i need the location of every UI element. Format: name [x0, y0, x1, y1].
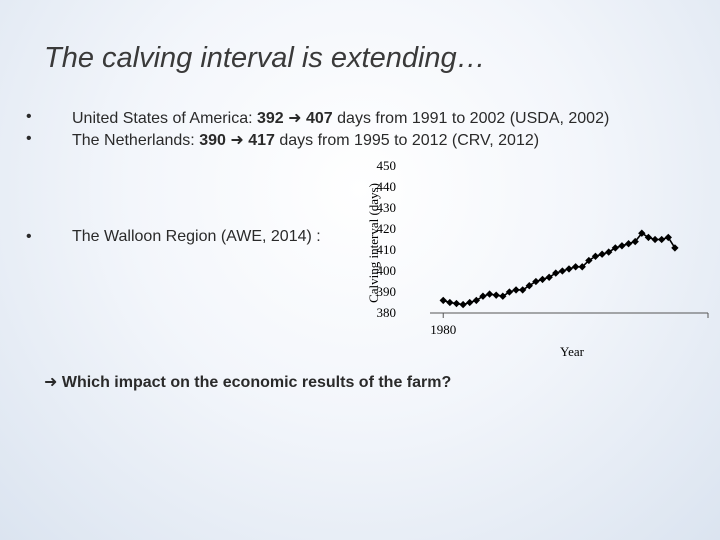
- y-tick-label: 380: [377, 305, 397, 320]
- x-axis-label: Year: [560, 344, 585, 359]
- data-point: [452, 299, 461, 308]
- bullet-dot: •: [26, 228, 32, 245]
- bullet-text: The Walloon Region (AWE, 2014) :: [72, 228, 321, 245]
- data-point: [485, 290, 494, 298]
- y-tick-label: 410: [377, 242, 397, 257]
- y-tick-label: 400: [377, 263, 397, 278]
- bullet-period: days from 1991 to 2002 (USDA, 2002): [332, 110, 610, 127]
- bullet-to-value: 407: [306, 110, 333, 127]
- data-point: [664, 233, 672, 242]
- bullet-from-value: 390: [199, 132, 226, 149]
- data-point: [446, 298, 454, 307]
- x-tick-label: 1980: [430, 322, 456, 337]
- y-tick-label: 430: [377, 200, 397, 215]
- y-tick-label: 390: [377, 284, 397, 299]
- y-axis-label: Calving interval (days): [366, 183, 381, 303]
- data-point: [439, 296, 447, 305]
- data-point: [459, 300, 467, 309]
- bullet-period: days from 1995 to 2012 (CRV, 2012): [274, 132, 540, 149]
- data-point: [618, 242, 626, 250]
- data-point: [512, 286, 520, 294]
- data-point: [499, 292, 507, 300]
- data-point: [565, 265, 573, 273]
- data-point: [518, 286, 527, 294]
- bullet-text: The Netherlands: 390 ➜ 417 days from 199…: [72, 130, 539, 150]
- data-point: [492, 291, 500, 299]
- calving-interval-chart: Calving interval (days) Year 1980 380 390 4…: [366, 158, 709, 359]
- bullet-from-value: 392: [256, 110, 284, 127]
- right-arrow-icon: ➜: [288, 110, 302, 127]
- data-point: [611, 244, 620, 252]
- data-point: [466, 298, 474, 307]
- bullet-country: The Netherlands:: [72, 132, 200, 149]
- question-text: ➜ Which impact on the economic results o…: [44, 372, 451, 392]
- data-point: [671, 244, 679, 252]
- data-point: [532, 277, 540, 286]
- right-arrow-icon: ➜: [44, 374, 58, 391]
- bullet-dot: •: [26, 130, 32, 147]
- data-point: [558, 267, 567, 275]
- data-point: [538, 275, 547, 284]
- data-point: [598, 250, 606, 258]
- bullet-text: United States of America: 392 ➜ 407 days…: [72, 108, 609, 128]
- question-label: Which impact on the economic results of …: [61, 374, 452, 391]
- y-tick-label: 450: [377, 158, 397, 173]
- bullet-country: United States of America:: [72, 110, 257, 127]
- data-point: [571, 263, 580, 271]
- data-point: [657, 235, 666, 244]
- slide-title: The calving interval is extending…: [44, 42, 486, 74]
- data-point: [638, 229, 646, 237]
- plot-area: 1980 380 390 400 410 420 430 440 450: [377, 158, 709, 337]
- right-arrow-icon: ➜: [230, 132, 244, 149]
- data-point: [651, 235, 659, 244]
- bullet-to-value: 417: [248, 132, 275, 149]
- bullet-dot: •: [26, 108, 32, 125]
- y-tick-label: 440: [377, 179, 397, 194]
- data-point: [585, 256, 593, 265]
- data-point: [624, 240, 633, 248]
- y-tick-label: 420: [377, 221, 397, 236]
- series-line: [442, 232, 676, 306]
